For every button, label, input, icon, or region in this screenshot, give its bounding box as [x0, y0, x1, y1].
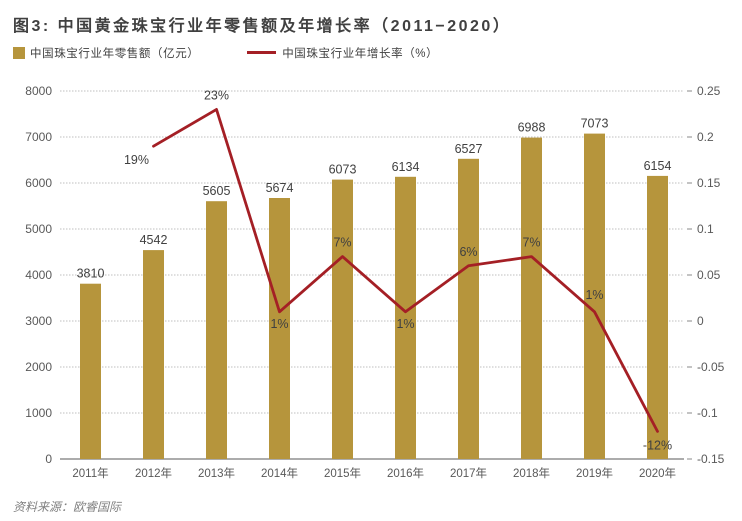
- svg-text:6134: 6134: [392, 160, 420, 174]
- svg-text:0.1: 0.1: [697, 222, 714, 236]
- svg-text:19%: 19%: [124, 153, 149, 167]
- svg-text:5674: 5674: [266, 181, 294, 195]
- svg-text:2013年: 2013年: [198, 466, 235, 480]
- svg-text:-0.1: -0.1: [697, 406, 718, 420]
- svg-text:1%: 1%: [585, 288, 603, 302]
- svg-text:1%: 1%: [396, 317, 414, 331]
- svg-text:2020年: 2020年: [639, 466, 676, 480]
- svg-text:7%: 7%: [522, 236, 540, 250]
- svg-text:2011年: 2011年: [72, 466, 108, 480]
- svg-text:2014年: 2014年: [261, 466, 298, 480]
- svg-text:0: 0: [45, 452, 52, 466]
- svg-text:2017年: 2017年: [450, 466, 487, 480]
- svg-text:0.25: 0.25: [697, 84, 721, 98]
- svg-text:6000: 6000: [25, 176, 52, 190]
- svg-text:-0.05: -0.05: [697, 360, 725, 374]
- svg-text:6527: 6527: [455, 142, 483, 156]
- svg-text:4000: 4000: [25, 268, 52, 282]
- svg-text:2018年: 2018年: [513, 466, 550, 480]
- svg-text:3000: 3000: [25, 314, 52, 328]
- svg-text:8000: 8000: [25, 84, 52, 98]
- svg-text:7073: 7073: [581, 117, 609, 131]
- svg-text:2015年: 2015年: [324, 466, 361, 480]
- svg-text:0.05: 0.05: [697, 268, 721, 282]
- svg-text:1%: 1%: [270, 317, 288, 331]
- svg-text:1000: 1000: [25, 406, 52, 420]
- svg-text:0: 0: [697, 314, 704, 328]
- svg-text:2012年: 2012年: [135, 466, 172, 480]
- svg-text:6988: 6988: [518, 121, 546, 135]
- svg-text:7000: 7000: [25, 130, 52, 144]
- svg-text:-12%: -12%: [643, 438, 672, 452]
- svg-text:6%: 6%: [459, 245, 477, 259]
- svg-text:5605: 5605: [203, 184, 231, 198]
- svg-text:-0.15: -0.15: [697, 452, 725, 466]
- svg-text:3810: 3810: [77, 267, 105, 281]
- svg-text:4542: 4542: [140, 233, 168, 247]
- svg-text:2019年: 2019年: [576, 466, 613, 480]
- svg-text:6154: 6154: [644, 159, 672, 173]
- svg-text:5000: 5000: [25, 222, 52, 236]
- svg-text:0.2: 0.2: [697, 130, 714, 144]
- svg-text:7%: 7%: [333, 236, 351, 250]
- svg-text:2016年: 2016年: [387, 466, 424, 480]
- svg-text:23%: 23%: [204, 88, 229, 102]
- svg-text:2000: 2000: [25, 360, 52, 374]
- svg-text:6073: 6073: [329, 163, 357, 177]
- svg-text:0.15: 0.15: [697, 176, 721, 190]
